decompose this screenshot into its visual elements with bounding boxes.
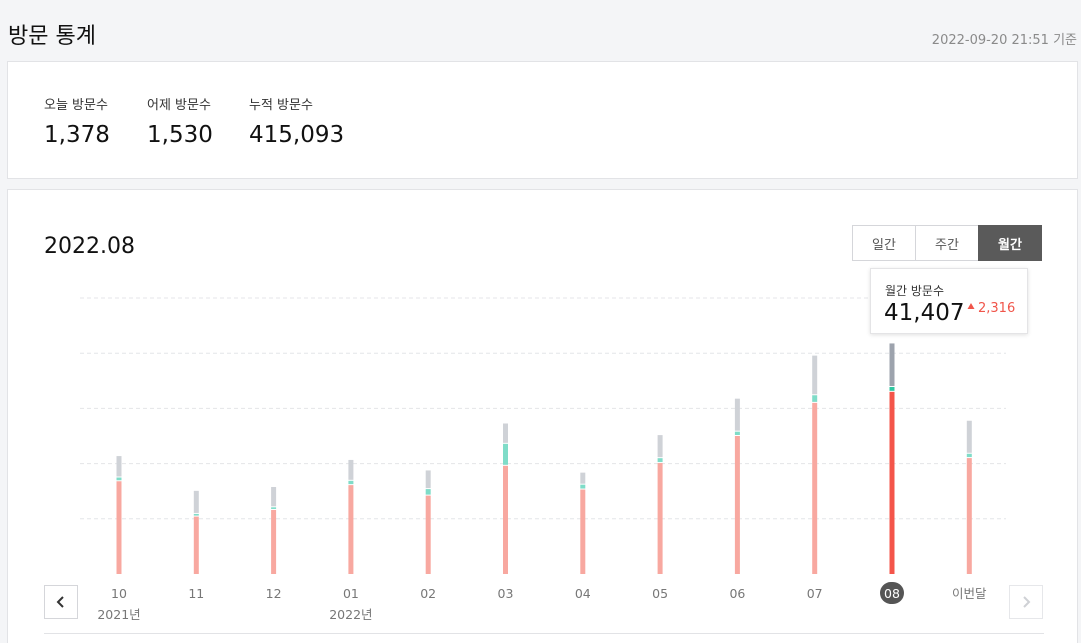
stat-yesterday: 어제 방문수 1,530 <box>147 94 213 148</box>
x-tick-label[interactable]: 01 <box>343 586 359 601</box>
bar-10[interactable] <box>116 456 122 574</box>
next-period-button[interactable] <box>1009 585 1043 619</box>
visit-chart-card: 10 11 12 01 02 03 04 05 06 07 08 이번달 2021년 2022년 2022… <box>7 189 1078 643</box>
stat-value: 415,093 <box>249 122 345 148</box>
bar-segment-mid <box>657 458 663 463</box>
period-title: 2022.08 <box>44 234 135 259</box>
bar-segment-top <box>503 423 508 443</box>
stat-value: 1,378 <box>44 122 110 148</box>
x-tick-label[interactable]: 08 <box>884 586 900 601</box>
x-tick-label[interactable]: 10 <box>111 586 127 601</box>
bar-07[interactable] <box>812 355 818 574</box>
tab-weekly[interactable]: 주간 <box>915 225 979 261</box>
bar-segment-mid <box>348 480 354 485</box>
page-title: 방문 통계 <box>8 24 96 49</box>
x-tick-label[interactable]: 05 <box>652 586 668 601</box>
bar-segment-top <box>425 470 431 489</box>
bar-segment-mid <box>889 386 895 391</box>
bar-segment-main <box>193 516 199 574</box>
period-segmented-control: 일간 주간 월간 <box>852 225 1042 261</box>
bar-12[interactable] <box>271 486 277 574</box>
x-tick-label[interactable]: 02 <box>420 586 436 601</box>
bar-segment-main <box>734 436 740 574</box>
stat-total: 누적 방문수 415,093 <box>249 94 344 148</box>
bar-segment-main <box>503 465 508 574</box>
x-tick-label[interactable]: 11 <box>188 586 204 601</box>
bar-01[interactable] <box>348 459 354 574</box>
tooltip-label: 월간 방문수 <box>885 284 945 298</box>
bar-segment-mid <box>734 431 740 435</box>
stat-today: 오늘 방문수 1,378 <box>44 94 110 148</box>
bar-segment-main <box>348 485 354 574</box>
bar-segment-top <box>734 398 740 431</box>
bar-08[interactable] <box>889 343 895 574</box>
tooltip-delta: 2,316 <box>967 301 1015 316</box>
tab-monthly[interactable]: 월간 <box>978 225 1042 261</box>
bar-segment-mid <box>580 484 586 489</box>
bar-segment-main <box>425 495 431 574</box>
bar-03[interactable] <box>503 423 508 574</box>
bar-segment-main <box>966 458 972 574</box>
bar-segment-top <box>116 456 122 477</box>
bar-이번달[interactable] <box>966 420 972 574</box>
bar-segment-top <box>271 486 277 507</box>
x-tick-label[interactable]: 12 <box>266 586 282 601</box>
year-label: 2021년 <box>97 607 140 622</box>
bar-05[interactable] <box>657 435 663 574</box>
stat-label: 오늘 방문수 <box>44 98 108 113</box>
bar-segment-mid <box>812 395 818 402</box>
bar-06[interactable] <box>734 398 740 574</box>
bar-segment-top <box>966 420 972 453</box>
x-tick-label[interactable]: 03 <box>498 586 514 601</box>
prev-period-button[interactable] <box>44 585 78 619</box>
bar-02[interactable] <box>425 470 431 574</box>
bar-segment-mid <box>271 507 277 509</box>
chevron-right-icon <box>1023 596 1031 608</box>
bar-segment-top <box>889 343 895 386</box>
bar-11[interactable] <box>193 490 199 574</box>
bar-segment-mid <box>503 443 508 465</box>
last-updated-timestamp: 2022-09-20 21:51 기준 <box>931 33 1077 48</box>
x-tick-label[interactable]: 07 <box>807 586 823 601</box>
x-tick-label[interactable]: 04 <box>575 586 591 601</box>
bar-segment-top <box>580 472 586 484</box>
stat-label: 어제 방문수 <box>147 98 211 113</box>
stat-label: 누적 방문수 <box>249 98 313 113</box>
tooltip-value: 41,407 <box>884 300 965 326</box>
chart-bottom-divider <box>44 633 1044 634</box>
x-tick-label[interactable]: 이번달 <box>952 586 987 601</box>
tab-daily[interactable]: 일간 <box>852 225 916 261</box>
bar-segment-top <box>193 490 199 513</box>
bar-segment-top <box>657 435 663 458</box>
bar-segment-mid <box>966 453 972 458</box>
bar-segment-top <box>348 459 354 480</box>
bar-04[interactable] <box>580 472 586 574</box>
bar-segment-main <box>271 509 277 574</box>
tooltip-delta-value: 2,316 <box>978 301 1016 316</box>
bar-segment-main <box>116 481 122 574</box>
x-tick-label[interactable]: 06 <box>729 586 745 601</box>
visit-bar-chart: 10 11 12 01 02 03 04 05 06 07 08 이번달 2021년 2022년 <box>80 297 1006 622</box>
stat-value: 1,530 <box>147 122 213 148</box>
bar-segment-mid <box>425 489 431 495</box>
selected-label-pill <box>880 582 904 604</box>
bar-segment-main <box>580 489 586 574</box>
bar-segment-main <box>657 463 663 574</box>
chevron-left-icon <box>56 596 64 608</box>
bar-segment-top <box>812 355 818 395</box>
bar-segment-main <box>812 402 818 574</box>
year-label: 2022년 <box>329 607 372 622</box>
visit-summary-card: 오늘 방문수 1,378 어제 방문수 1,530 누적 방문수 415,093 <box>7 61 1078 179</box>
bar-segment-mid <box>116 477 122 481</box>
triangle-up-icon <box>967 303 975 309</box>
chart-tooltip: 월간 방문수 41,407 2,316 <box>870 268 1028 334</box>
bar-segment-main <box>889 391 895 574</box>
bar-segment-mid <box>193 513 199 516</box>
